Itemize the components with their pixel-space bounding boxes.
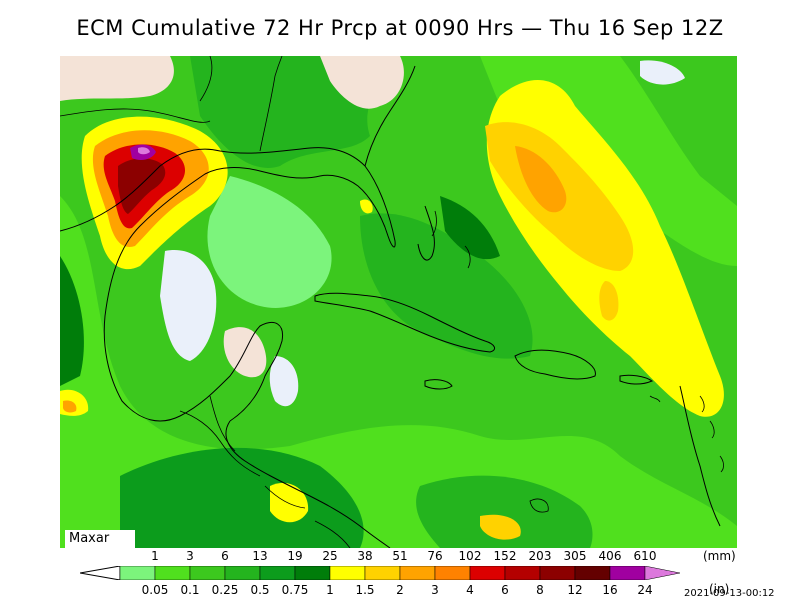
legend-mm-label: 38 bbox=[357, 549, 373, 563]
legend-in-label: 0.5 bbox=[250, 583, 270, 597]
legend-in-label: 0.25 bbox=[211, 583, 239, 597]
legend-arrow-left bbox=[80, 566, 121, 580]
precip-band-dark-se bbox=[416, 475, 593, 548]
legend-in-unit: (in) bbox=[709, 582, 730, 596]
precip-band-deep bbox=[60, 256, 84, 386]
dry-pocket-mexico bbox=[160, 250, 217, 361]
legend-swatch bbox=[469, 566, 506, 580]
rain-pocket-south bbox=[270, 482, 309, 523]
legend-in-label: 16 bbox=[602, 583, 618, 597]
legend-in-label: 3 bbox=[431, 583, 439, 597]
dry-land-nw bbox=[60, 56, 174, 101]
legend-in-label: 0.75 bbox=[281, 583, 309, 597]
dry-pocket-gulf bbox=[269, 356, 299, 407]
legend-in-label: 0.1 bbox=[180, 583, 200, 597]
rain-pocket-se bbox=[480, 514, 521, 540]
legend-swatch bbox=[259, 566, 296, 580]
rain-pocket-gulf bbox=[360, 199, 373, 214]
legend-in-label: 0.05 bbox=[141, 583, 169, 597]
country-borders bbox=[60, 56, 351, 548]
legend-mm-label: 406 bbox=[598, 549, 622, 563]
precip-band-dark-central bbox=[120, 447, 364, 548]
legend-swatch bbox=[189, 566, 226, 580]
dry-land-north bbox=[320, 56, 404, 109]
legend-mm-label: 51 bbox=[392, 549, 408, 563]
legend-swatch bbox=[539, 566, 576, 580]
chart-title: ECM Cumulative 72 Hr Prcp at 0090 Hrs — … bbox=[76, 16, 724, 40]
legend-mm-label: 3 bbox=[186, 549, 194, 563]
coastlines bbox=[60, 65, 721, 548]
precip-band-deep-2 bbox=[440, 196, 500, 260]
legend-in-label: 1 bbox=[326, 583, 334, 597]
legend-swatch bbox=[329, 566, 366, 580]
legend-swatch bbox=[399, 566, 436, 580]
legend-swatch bbox=[609, 566, 646, 580]
legend-swatch bbox=[574, 566, 611, 580]
legend-mm-label: 305 bbox=[563, 549, 587, 563]
legend-in-label: 2 bbox=[396, 583, 404, 597]
timestamp: 2021-09-13-00:12 bbox=[684, 588, 775, 599]
legend-swatch bbox=[644, 566, 681, 580]
legend-mm-unit: (mm) bbox=[703, 549, 736, 563]
legend-mm-label: 76 bbox=[427, 549, 443, 563]
legend-swatch bbox=[119, 566, 156, 580]
legend-mm-label: 6 bbox=[221, 549, 229, 563]
legend-in-label: 6 bbox=[501, 583, 509, 597]
precip-band-dark-gulf bbox=[360, 213, 533, 359]
legend-mm-label: 13 bbox=[252, 549, 268, 563]
precipitation-map bbox=[60, 56, 737, 548]
legend-swatch bbox=[224, 566, 261, 580]
legend-in-label: 4 bbox=[466, 583, 474, 597]
legend-mm-label: 102 bbox=[458, 549, 482, 563]
legend-swatch bbox=[434, 566, 471, 580]
legend-mm-label: 1 bbox=[151, 549, 159, 563]
legend-mm-label: 203 bbox=[528, 549, 552, 563]
legend-in-label: 12 bbox=[567, 583, 583, 597]
small-islands bbox=[431, 210, 724, 513]
heavy-rain-pink bbox=[138, 147, 150, 155]
legend-mm-label: 25 bbox=[322, 549, 338, 563]
precip-band-pale bbox=[207, 176, 332, 308]
legend-color-bar bbox=[80, 566, 681, 580]
maxar-logo: Maxar bbox=[65, 530, 135, 548]
legend-mm-label: 19 bbox=[287, 549, 303, 563]
legend-mm-label: 152 bbox=[493, 549, 517, 563]
dry-pocket-east bbox=[640, 60, 685, 85]
legend-in-label: 1.5 bbox=[355, 583, 375, 597]
legend-swatch bbox=[504, 566, 541, 580]
rain-pocket-west-orange bbox=[63, 400, 77, 413]
legend-in-label: 8 bbox=[536, 583, 544, 597]
legend-swatch bbox=[294, 566, 331, 580]
atlantic-rain-gold-2 bbox=[599, 281, 619, 321]
legend-swatch bbox=[154, 566, 191, 580]
legend-in-label: 24 bbox=[637, 583, 653, 597]
legend-swatch bbox=[364, 566, 401, 580]
legend-mm-label: 610 bbox=[633, 549, 657, 563]
dry-land-yucatan bbox=[223, 327, 267, 378]
atlantic-rain-orange bbox=[515, 146, 567, 213]
